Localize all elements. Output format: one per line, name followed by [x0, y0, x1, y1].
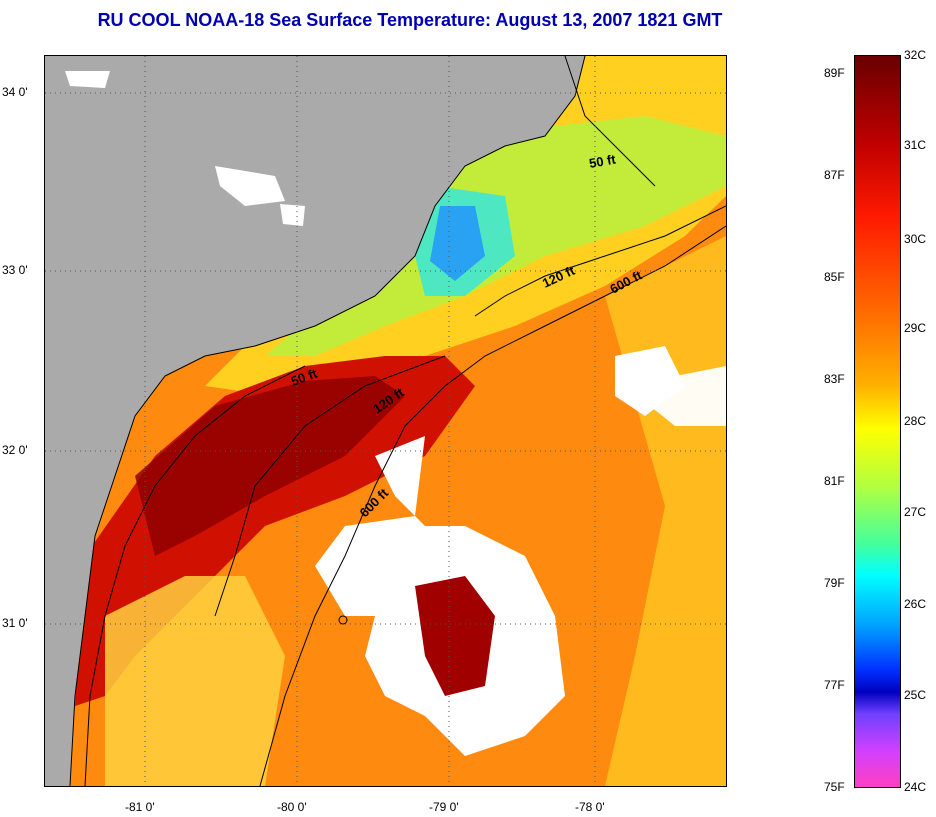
warm-core: [135, 376, 405, 556]
south-coastal-yellow: [105, 576, 285, 786]
contour-50ft-south: [84, 365, 306, 786]
land-cloud-2: [280, 204, 305, 226]
colorbar-celsius-label: 27C: [904, 505, 927, 519]
station-marker: [338, 615, 348, 625]
coastline: [69, 56, 586, 786]
land-mass: [45, 56, 585, 786]
sst-map: 50 ft 120 ft 600 ft 50 ft 120 ft 600 ft: [44, 55, 727, 787]
graticule: [45, 56, 726, 786]
colorbar-fahrenheit-label: 83F: [824, 372, 845, 386]
colorbar-celsius-label: 29C: [904, 321, 927, 335]
colorbar-celsius-label: 28C: [904, 414, 927, 428]
colorbar-fahrenheit-label: 85F: [824, 270, 845, 284]
chart-title: RU COOL NOAA-18 Sea Surface Temperature:…: [97, 10, 723, 30]
temperature-colorbar: [854, 55, 901, 788]
colorbar-fahrenheit-label: 77F: [824, 678, 845, 692]
colorbar-celsius-label: 24C: [904, 780, 927, 794]
colorbar-celsius-label: 30C: [904, 232, 927, 246]
colorbar-fahrenheit-label: 87F: [824, 168, 845, 182]
colorbar-fahrenheit-label: 75F: [824, 780, 845, 794]
contour-120ft-south: [214, 355, 446, 617]
colorbar-fahrenheit-label: 79F: [824, 576, 845, 590]
lon-label: -79 0': [429, 800, 459, 814]
land-cloud-3: [65, 71, 110, 88]
lat-label: 31 0': [2, 616, 28, 630]
contour-120ft-north: [474, 205, 726, 317]
colorbar-celsius-label: 31C: [904, 138, 927, 152]
contour-label: 50 ft: [588, 151, 618, 171]
colorbar-celsius-label: 32C: [904, 48, 927, 62]
lon-label: -80 0': [277, 800, 307, 814]
lon-label: -78 0': [575, 800, 605, 814]
land-cloud-1: [215, 166, 285, 206]
lat-label: 33 0': [2, 263, 28, 277]
colorbar-fahrenheit-label: 81F: [824, 474, 845, 488]
colorbar-fahrenheit-label: 89F: [824, 66, 845, 80]
cloud-patch-east2: [625, 366, 726, 426]
contour-600ft: [259, 225, 726, 786]
colorbar-celsius-label: 26C: [904, 597, 927, 611]
lat-label: 34 0': [2, 85, 28, 99]
contour-50ft-north: [564, 56, 656, 187]
lat-label: 32 0': [2, 443, 28, 457]
cold-core: [430, 206, 485, 281]
warm-eddy: [415, 576, 495, 696]
lon-label: -81 0': [125, 800, 155, 814]
colorbar-celsius-label: 25C: [904, 688, 927, 702]
sst-map-canvas: 50 ft 120 ft 600 ft 50 ft 120 ft 600 ft: [45, 56, 726, 786]
